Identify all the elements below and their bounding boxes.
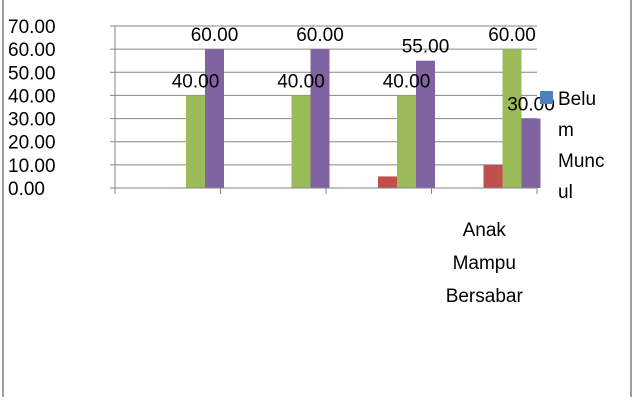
bar [416,60,435,188]
y-tick-label: 0.00 [8,179,45,200]
bar [310,49,330,189]
y-tick-label: 60.00 [8,40,56,61]
data-label: 40.00 [172,71,220,92]
category-label: Mampu [453,253,516,274]
legend-label: Belu [558,89,596,110]
legend-label: ul [558,182,573,203]
legend: Belu m Munc ul [540,89,604,203]
bar [205,49,224,189]
legend-swatch [540,91,553,104]
data-label: 60.00 [296,25,344,46]
bar [502,49,522,189]
bar [291,95,311,188]
bar [483,164,503,188]
data-label: 55.00 [402,37,450,58]
bar [397,95,416,188]
y-tick-label: 30.00 [8,110,56,131]
data-label: 60.00 [191,25,239,46]
bar [521,118,541,188]
y-tick-label: 70.00 [8,17,56,38]
data-label: 60.00 [488,25,536,46]
y-tick-label: 20.00 [8,133,56,154]
legend-label: Munc [558,151,604,172]
y-tick-label: 50.00 [8,63,56,84]
data-label: 40.00 [277,71,325,92]
category-label: Anak [463,220,507,241]
category-label: Bersabar [446,286,524,307]
bars [186,49,541,189]
axes [110,25,538,194]
bar [186,95,205,188]
y-tick-label: 40.00 [8,86,56,107]
data-label: 40.00 [383,71,431,92]
legend-label: m [558,120,574,141]
y-tick-label: 10.00 [8,156,56,177]
bar [378,176,397,188]
